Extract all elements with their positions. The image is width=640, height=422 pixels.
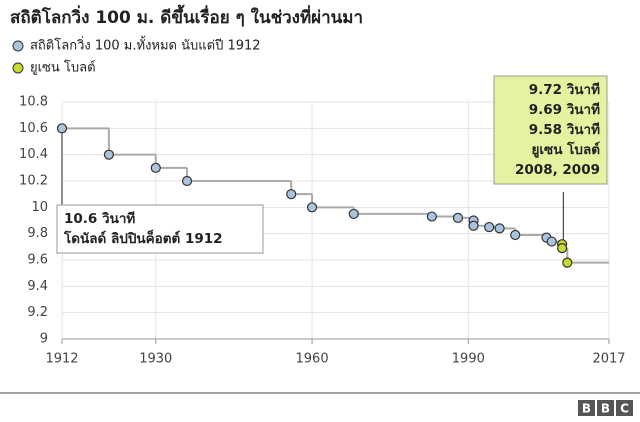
data-point: [510, 229, 521, 241]
y-tick-label: 10.2: [19, 174, 48, 189]
x-tick-label: 2017: [592, 352, 625, 367]
data-point: [426, 211, 437, 222]
x-tick-label: 1960: [296, 352, 329, 367]
annotation-text: 9.72 วินาที: [529, 82, 600, 98]
logo-box: [578, 400, 595, 416]
data-point: [181, 175, 193, 187]
logo-letter: B: [601, 402, 610, 416]
data-point: [306, 202, 318, 213]
data-point: [452, 212, 464, 223]
y-tick-label: 9.6: [27, 253, 48, 268]
annotation-text: 10.6 วินาที: [64, 211, 135, 227]
annotation-text: 9.58 วินาที: [529, 122, 600, 138]
annotation-text: 9.69 วินาที: [529, 102, 600, 118]
data-point: [494, 223, 505, 234]
y-tick-label: 9.4: [27, 279, 48, 294]
annotation-text: 2008, 2009: [515, 162, 600, 178]
data-point: [150, 162, 161, 173]
legend-marker: [12, 40, 24, 52]
logo-letter: B: [582, 402, 591, 416]
y-tick-label: 9.2: [27, 305, 48, 320]
data-point: [56, 123, 68, 134]
logo-letter: C: [620, 402, 629, 416]
y-tick-label: 10.8: [19, 95, 48, 110]
data-point: [557, 243, 568, 254]
annotation-box: [56, 204, 264, 254]
legend-marker: [12, 62, 24, 74]
y-tick-label: 9.8: [27, 226, 48, 241]
legend-label: สถิติโลกวิ่ง 100 ม.ทั้งหมด นับแต่ปี 1912: [30, 36, 261, 54]
chart-title: สถิติโลกวิ่ง 100 ม. ดีขึ้นเรื่อย ๆ ในช่ว…: [10, 4, 363, 28]
logo-box: [616, 400, 633, 416]
legend-label: ยูเซน โบลต์: [30, 60, 96, 76]
y-tick-label: 10.6: [19, 121, 48, 136]
y-tick-label: 10.4: [19, 147, 48, 162]
x-tick-label: 1990: [452, 352, 485, 367]
data-point: [468, 220, 479, 231]
y-tick-label: 10: [31, 200, 48, 215]
x-tick-label: 1912: [45, 352, 78, 367]
data-point: [348, 208, 359, 220]
annotation-text: ยูเซน โบลต์: [532, 140, 601, 158]
data-point: [484, 221, 495, 233]
logo-box: [597, 400, 614, 416]
annotation-text: โดนัลด์ ลิปปินค็อตต์ 1912: [63, 229, 223, 247]
annotation-box: [493, 75, 608, 185]
x-tick-label: 1930: [139, 352, 172, 367]
y-tick-label: 9: [40, 332, 48, 347]
data-point: [562, 257, 573, 268]
data-point: [286, 189, 297, 200]
data-point: [546, 236, 557, 247]
data-point: [103, 149, 114, 160]
